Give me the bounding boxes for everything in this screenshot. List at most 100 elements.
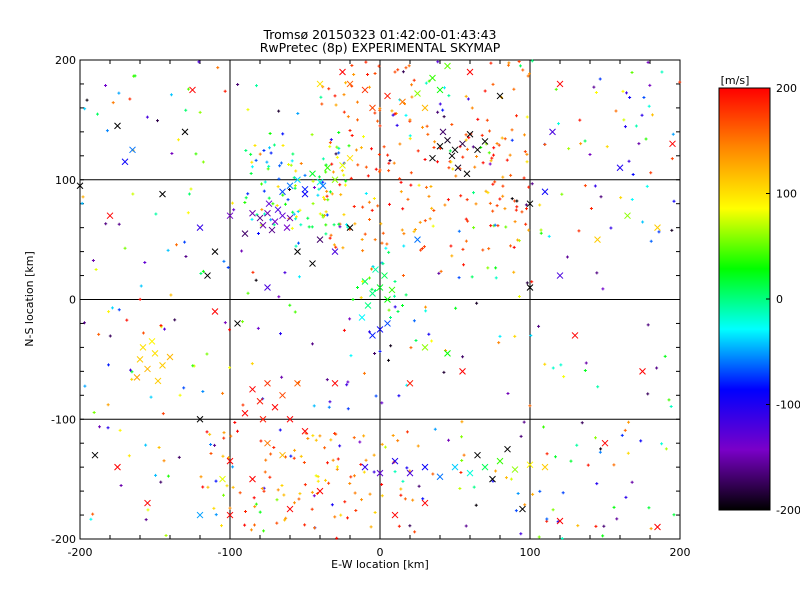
data-point-plus: [508, 153, 512, 157]
data-point-plus: [436, 60, 440, 64]
data-point-plus: [149, 395, 153, 399]
data-point-plus: [385, 242, 389, 246]
data-point-plus: [163, 327, 167, 331]
data-point-plus: [221, 391, 225, 395]
data-point-plus: [336, 457, 340, 461]
data-point-plus: [639, 439, 643, 443]
data-point-plus: [560, 192, 564, 196]
data-point-plus: [678, 80, 682, 84]
data-point-plus: [642, 96, 646, 100]
data-point-plus: [358, 440, 362, 444]
data-point-plus: [281, 132, 285, 136]
data-point-plus: [525, 160, 529, 164]
data-point-plus: [214, 479, 218, 483]
data-point-x: [339, 162, 346, 169]
data-point-plus: [557, 122, 561, 126]
data-point-x: [451, 146, 459, 154]
data-point-plus: [430, 206, 434, 210]
data-point-x: [133, 373, 141, 381]
data-point-plus: [292, 456, 296, 460]
data-point-plus: [487, 151, 491, 155]
data-point-plus: [584, 361, 588, 365]
data-point-plus: [328, 141, 332, 145]
data-point-x: [331, 176, 339, 184]
data-point-x: [541, 188, 549, 196]
data-point-plus: [370, 208, 374, 212]
data-point-plus: [405, 430, 409, 434]
data-point-plus: [623, 125, 627, 129]
data-point-plus: [407, 64, 411, 68]
data-point-plus: [82, 321, 86, 325]
data-point-plus: [576, 524, 580, 528]
data-point-x: [286, 505, 294, 513]
data-point-plus: [530, 280, 534, 284]
data-point-plus: [501, 175, 505, 179]
data-point-x: [271, 218, 279, 226]
data-point-plus: [268, 146, 272, 150]
data-point-plus: [310, 133, 314, 137]
data-point-plus: [361, 249, 365, 253]
data-point-plus: [431, 224, 435, 228]
data-point-plus: [316, 475, 320, 479]
data-point-plus: [586, 463, 590, 467]
data-point-plus: [387, 202, 391, 206]
data-point-plus: [401, 274, 405, 278]
data-point-plus: [387, 161, 391, 165]
data-point-plus: [543, 143, 547, 147]
data-point-plus: [425, 124, 429, 128]
data-point-plus: [619, 196, 623, 200]
data-point-x: [496, 92, 504, 100]
data-point-plus: [442, 86, 446, 90]
data-point-plus: [521, 68, 525, 72]
data-point-plus: [212, 506, 216, 510]
data-point-plus: [186, 87, 190, 91]
data-point-plus: [226, 266, 230, 270]
data-point-plus: [396, 309, 400, 313]
data-point-plus: [421, 125, 425, 129]
data-point-plus: [501, 184, 505, 188]
data-point-plus: [338, 444, 342, 448]
y-axis-label: N-S location [km]: [23, 251, 36, 347]
data-point-x: [414, 236, 421, 243]
data-point-plus: [408, 524, 412, 528]
data-point-x: [114, 463, 121, 471]
data-point-plus: [404, 113, 408, 117]
data-point-plus: [387, 308, 391, 312]
data-point-x: [466, 68, 474, 76]
data-point-plus: [263, 212, 267, 216]
data-point-plus: [491, 182, 495, 186]
data-point-plus: [254, 84, 258, 88]
data-point-plus: [286, 198, 290, 202]
data-point-x: [241, 230, 249, 237]
data-point-plus: [379, 222, 383, 226]
x-tick-label: -100: [218, 546, 243, 559]
data-point-x: [421, 499, 429, 507]
data-point-plus: [594, 436, 598, 440]
data-point-plus: [222, 431, 226, 435]
data-point-plus: [664, 447, 668, 451]
data-point-plus: [373, 510, 377, 514]
data-point-plus: [223, 89, 227, 93]
data-point-x: [136, 356, 144, 363]
data-point-x: [399, 98, 406, 106]
data-point-plus: [254, 278, 258, 282]
grid-lines: [79, 59, 681, 540]
data-point-plus: [593, 184, 597, 188]
data-point-plus: [325, 213, 329, 217]
data-point-plus: [256, 326, 260, 330]
data-point-plus: [331, 458, 335, 462]
data-point-plus: [229, 434, 233, 438]
data-point-x: [264, 209, 271, 217]
data-point-x: [144, 365, 151, 373]
data-point-x: [444, 350, 451, 357]
data-point-x: [421, 104, 429, 112]
data-point-plus: [438, 102, 442, 106]
data-point-plus: [332, 243, 336, 247]
data-point-x: [474, 451, 481, 459]
y-tick-label: -100: [51, 413, 76, 426]
data-point-plus: [404, 293, 408, 297]
data-point-plus: [378, 106, 382, 110]
data-point-plus: [209, 443, 213, 447]
data-point-plus: [438, 146, 442, 150]
data-point-plus: [423, 157, 427, 161]
